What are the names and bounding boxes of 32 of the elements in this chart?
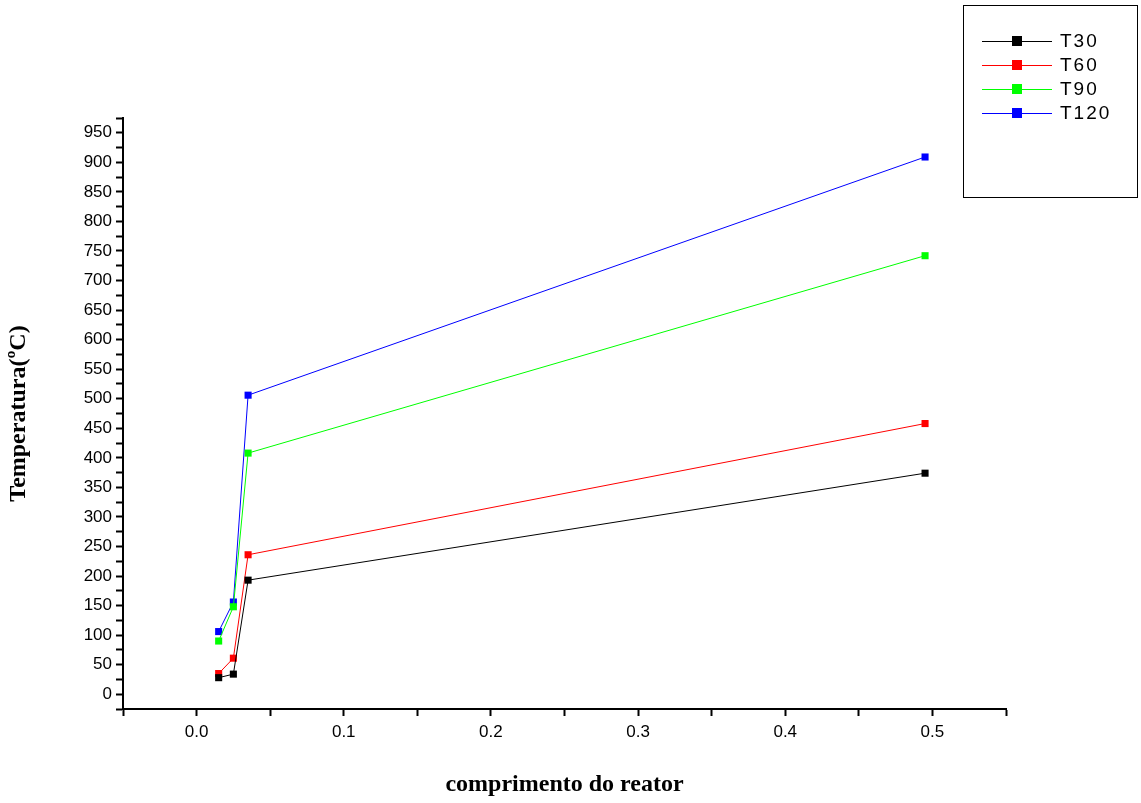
y-tick-label: 500 bbox=[83, 388, 112, 408]
x-tick-label: 0.1 bbox=[331, 721, 356, 741]
y-tick-label: 950 bbox=[83, 122, 112, 142]
y-tick-label: 600 bbox=[83, 329, 112, 349]
legend-label: T30 bbox=[1060, 30, 1099, 52]
x-tick-label: 0.3 bbox=[626, 721, 650, 741]
legend-label: T60 bbox=[1060, 54, 1099, 76]
y-tick-label: 100 bbox=[83, 624, 112, 644]
y-tick-label: 900 bbox=[83, 152, 112, 172]
legend-label: T90 bbox=[1060, 78, 1099, 100]
x-tick-label: 0.4 bbox=[773, 721, 798, 741]
y-tick-label: 400 bbox=[83, 447, 112, 467]
y-tick-label: 550 bbox=[83, 358, 112, 378]
y-tick-label: 0 bbox=[102, 683, 112, 703]
x-tick-label: 0.5 bbox=[920, 721, 945, 741]
y-tick-label: 800 bbox=[83, 211, 112, 231]
x-axis-title: comprimento do reator bbox=[445, 769, 684, 796]
y-tick-label: 150 bbox=[83, 595, 112, 615]
x-tick-label: 0.0 bbox=[184, 721, 209, 741]
y-tick-label: 200 bbox=[83, 565, 112, 585]
y-tick-label: 50 bbox=[93, 654, 112, 674]
y-tick-label: 250 bbox=[83, 536, 112, 556]
legend-label: T120 bbox=[1060, 102, 1112, 124]
x-tick-label: 0.2 bbox=[479, 721, 503, 741]
y-tick-label: 350 bbox=[83, 477, 112, 497]
y-tick-label: 750 bbox=[83, 240, 112, 260]
y-tick-label: 700 bbox=[83, 270, 112, 290]
y-axis-title: Temperatura(ºC) bbox=[3, 325, 30, 502]
y-tick-label: 300 bbox=[83, 506, 112, 526]
y-tick-label: 450 bbox=[83, 417, 112, 437]
y-tick-label: 650 bbox=[83, 299, 112, 319]
y-tick-label: 850 bbox=[83, 181, 112, 201]
